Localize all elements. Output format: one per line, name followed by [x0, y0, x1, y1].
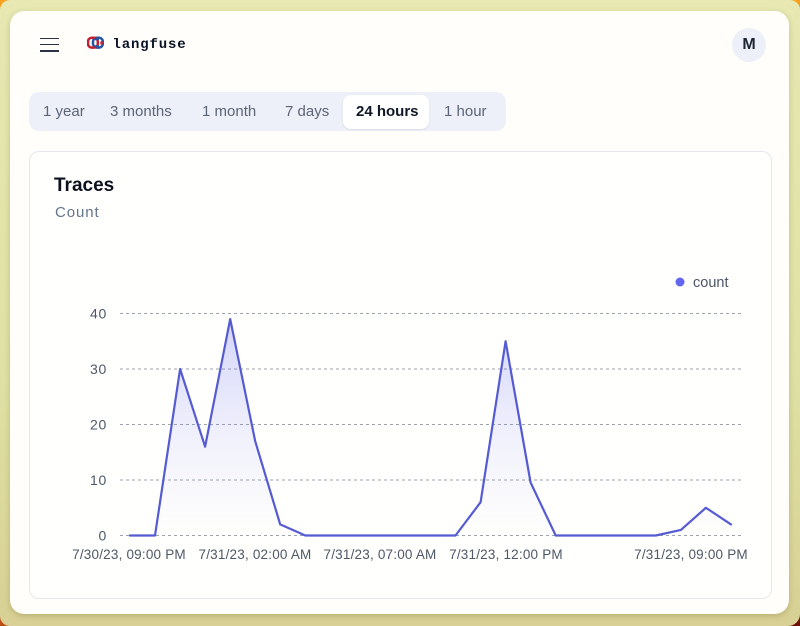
- svg-text:count: count: [693, 275, 728, 291]
- svg-text:7/30/23, 09:00 PM: 7/30/23, 09:00 PM: [72, 547, 186, 562]
- svg-text:20: 20: [90, 417, 107, 433]
- svg-text:10: 10: [90, 472, 107, 488]
- svg-text:0: 0: [99, 528, 108, 544]
- svg-text:7/31/23, 12:00 PM: 7/31/23, 12:00 PM: [449, 547, 563, 562]
- svg-text:7/31/23, 07:00 AM: 7/31/23, 07:00 AM: [324, 547, 437, 562]
- svg-text:40: 40: [90, 306, 107, 322]
- svg-text:30: 30: [90, 361, 107, 377]
- svg-text:7/31/23, 09:00 PM: 7/31/23, 09:00 PM: [634, 547, 748, 562]
- svg-text:7/31/23, 02:00 AM: 7/31/23, 02:00 AM: [199, 547, 312, 562]
